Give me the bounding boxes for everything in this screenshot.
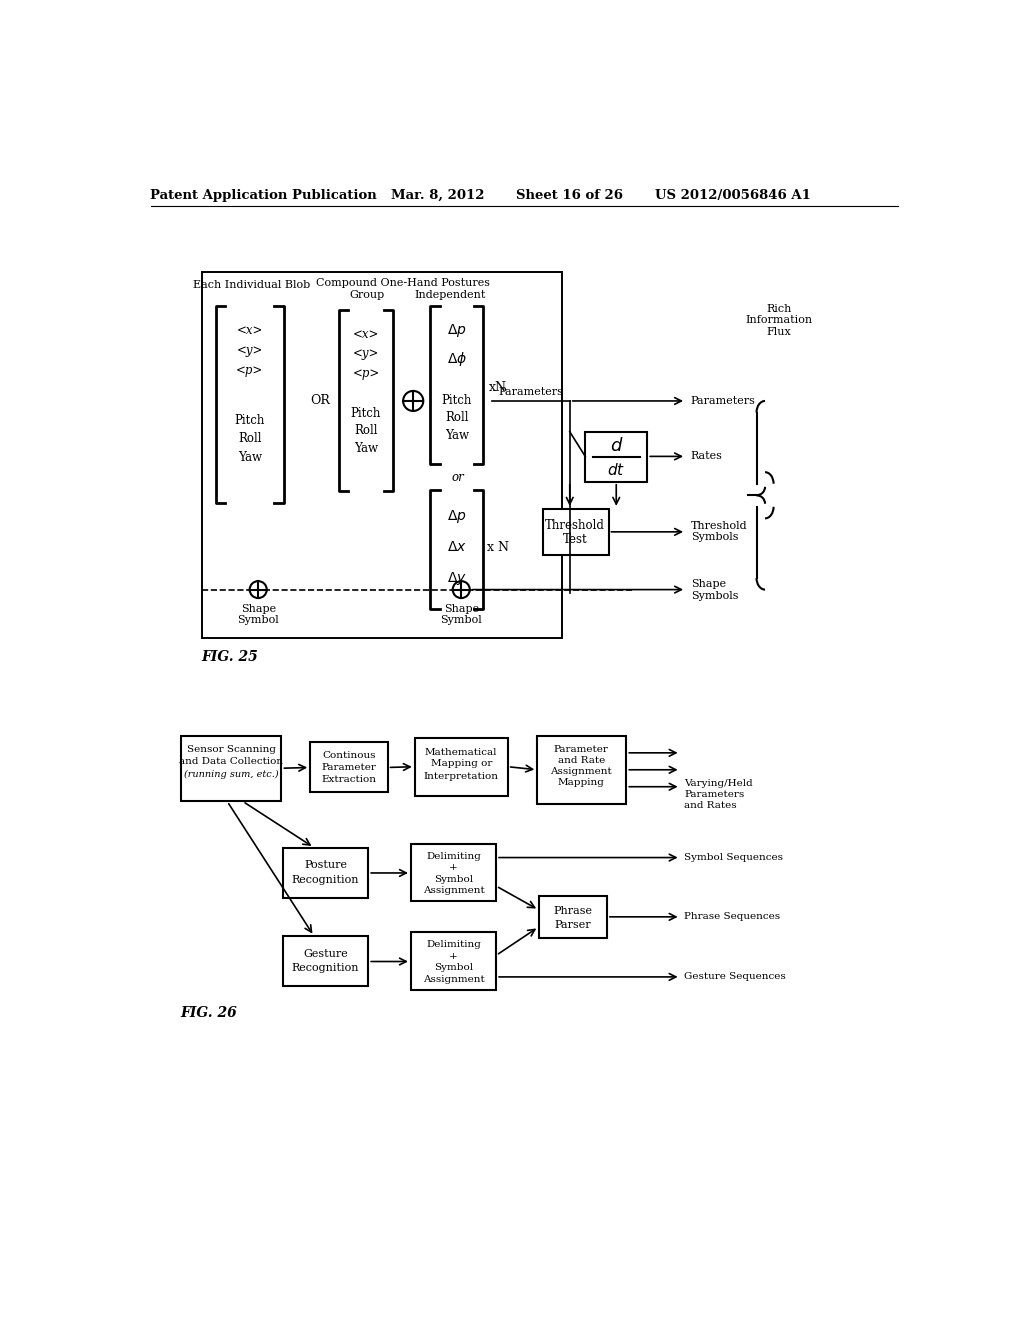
Text: Assignment: Assignment xyxy=(551,767,612,776)
FancyBboxPatch shape xyxy=(283,847,369,898)
Text: Yaw: Yaw xyxy=(354,442,378,455)
Text: Symbol: Symbol xyxy=(440,615,482,626)
Text: and Data Collection: and Data Collection xyxy=(179,756,284,766)
Text: Varying/Held: Varying/Held xyxy=(684,779,754,788)
Text: US 2012/0056846 A1: US 2012/0056846 A1 xyxy=(654,189,810,202)
Text: Compound One-Hand Postures: Compound One-Hand Postures xyxy=(316,279,490,288)
Text: or: or xyxy=(452,471,465,484)
Text: $\Delta x$: $\Delta x$ xyxy=(446,540,467,554)
Text: Assignment: Assignment xyxy=(423,974,484,983)
Text: Recognition: Recognition xyxy=(292,964,359,973)
FancyBboxPatch shape xyxy=(586,432,647,482)
Text: (running sum, etc.): (running sum, etc.) xyxy=(183,770,279,779)
Text: Shape: Shape xyxy=(690,579,726,589)
Text: Shape: Shape xyxy=(443,603,479,614)
Text: Mapping: Mapping xyxy=(558,777,605,787)
Text: Independent: Independent xyxy=(414,289,485,300)
Text: <x>: <x> xyxy=(237,325,263,338)
Text: Mar. 8, 2012: Mar. 8, 2012 xyxy=(391,189,484,202)
Text: Symbol: Symbol xyxy=(434,964,473,972)
Text: Pitch: Pitch xyxy=(441,393,472,407)
Text: <p>: <p> xyxy=(237,364,263,378)
Text: Threshold: Threshold xyxy=(545,519,605,532)
Text: Symbol Sequences: Symbol Sequences xyxy=(684,853,783,862)
Text: FIG. 26: FIG. 26 xyxy=(180,1006,238,1020)
Text: FIG. 25: FIG. 25 xyxy=(202,651,258,664)
Text: Symbol: Symbol xyxy=(434,875,473,883)
Text: Gesture: Gesture xyxy=(303,949,348,958)
Text: Symbols: Symbols xyxy=(690,532,738,543)
Text: Parser: Parser xyxy=(555,920,591,931)
Text: x N: x N xyxy=(486,541,509,554)
Text: Parameters: Parameters xyxy=(684,789,744,799)
Text: $\Delta y$: $\Delta y$ xyxy=(446,569,467,586)
FancyBboxPatch shape xyxy=(543,508,608,554)
Text: Roll: Roll xyxy=(444,412,468,425)
FancyBboxPatch shape xyxy=(411,932,496,990)
Text: Sheet 16 of 26: Sheet 16 of 26 xyxy=(516,189,624,202)
Text: $\Delta p$: $\Delta p$ xyxy=(446,322,466,339)
Text: Delimiting: Delimiting xyxy=(426,940,481,949)
Text: <x>: <x> xyxy=(352,329,379,342)
Text: $\Delta p$: $\Delta p$ xyxy=(446,508,466,525)
Text: Assignment: Assignment xyxy=(423,886,484,895)
Text: Test: Test xyxy=(563,533,588,546)
Text: Mapping or: Mapping or xyxy=(430,759,492,768)
Text: and Rate: and Rate xyxy=(558,756,605,766)
Text: Threshold: Threshold xyxy=(690,520,748,531)
Text: Symbol: Symbol xyxy=(238,615,280,626)
Text: +: + xyxy=(450,952,458,961)
Text: <p>: <p> xyxy=(352,367,380,380)
Text: Each Individual Blob: Each Individual Blob xyxy=(194,280,310,290)
Text: Recognition: Recognition xyxy=(292,875,359,884)
FancyBboxPatch shape xyxy=(310,742,388,792)
Text: Parameter: Parameter xyxy=(322,763,376,772)
Text: Shape: Shape xyxy=(241,603,275,614)
Text: Delimiting: Delimiting xyxy=(426,851,481,861)
Text: xN: xN xyxy=(488,380,507,393)
Text: Information: Information xyxy=(745,315,813,325)
Text: Extraction: Extraction xyxy=(322,775,377,784)
Text: Yaw: Yaw xyxy=(444,429,469,442)
Text: Patent Application Publication: Patent Application Publication xyxy=(151,189,377,202)
Text: $\Delta\phi$: $\Delta\phi$ xyxy=(446,350,467,367)
Text: Parameters: Parameters xyxy=(499,387,563,397)
Text: <y>: <y> xyxy=(352,347,379,360)
FancyBboxPatch shape xyxy=(411,843,496,902)
FancyBboxPatch shape xyxy=(283,936,369,986)
Text: Flux: Flux xyxy=(767,326,792,337)
Text: Phrase: Phrase xyxy=(553,907,592,916)
Text: Posture: Posture xyxy=(304,861,347,870)
FancyBboxPatch shape xyxy=(538,737,627,804)
Text: Parameter: Parameter xyxy=(554,746,609,754)
Text: Symbols: Symbols xyxy=(690,591,738,601)
Text: Pitch: Pitch xyxy=(351,407,381,420)
Text: Mathematical: Mathematical xyxy=(425,747,498,756)
Text: <y>: <y> xyxy=(237,345,263,358)
Text: Group: Group xyxy=(349,289,384,300)
Text: Roll: Roll xyxy=(354,425,378,437)
Text: Parameters: Parameters xyxy=(690,396,756,407)
Text: Yaw: Yaw xyxy=(238,450,262,463)
Text: +: + xyxy=(450,863,458,873)
Text: Rates: Rates xyxy=(690,451,723,462)
Text: OR: OR xyxy=(310,395,330,408)
FancyBboxPatch shape xyxy=(415,738,508,796)
Text: Rich: Rich xyxy=(766,304,792,314)
Text: Gesture Sequences: Gesture Sequences xyxy=(684,973,786,981)
Text: Phrase Sequences: Phrase Sequences xyxy=(684,912,780,921)
Text: $d$: $d$ xyxy=(609,437,623,454)
Text: Pitch: Pitch xyxy=(234,413,265,426)
FancyBboxPatch shape xyxy=(180,737,282,801)
Text: Continous: Continous xyxy=(323,751,376,760)
Text: Interpretation: Interpretation xyxy=(424,772,499,781)
Text: $dt$: $dt$ xyxy=(607,462,626,478)
Text: Sensor Scanning: Sensor Scanning xyxy=(186,746,275,754)
Text: and Rates: and Rates xyxy=(684,801,737,809)
FancyBboxPatch shape xyxy=(202,272,562,638)
Text: Roll: Roll xyxy=(238,432,261,445)
FancyBboxPatch shape xyxy=(539,896,607,939)
